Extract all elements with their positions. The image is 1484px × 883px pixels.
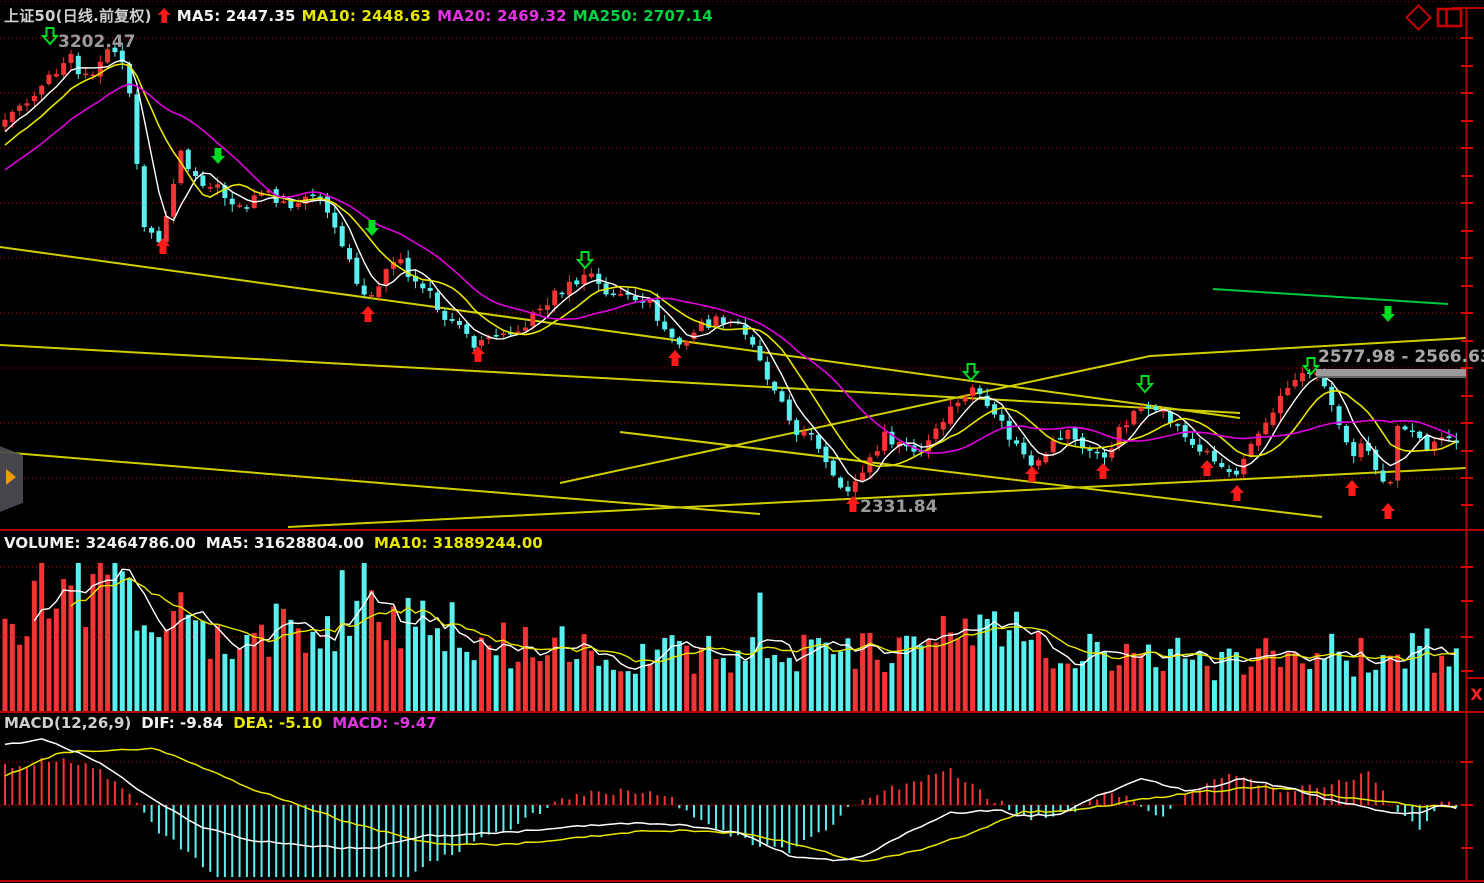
volume-ma5-value: MA5: 31628804.00 [205,534,365,552]
dea-value: DEA: -5.10 [233,714,323,732]
chart-header: 上证50(日线.前复权) MA5: 2447.35 MA10: 2448.63 MA2… [4,5,719,26]
peak-price-label: 3202.47 [58,32,136,52]
ma250-value: MA250: 2707.14 [572,7,713,25]
price-range-label: 2577.98 - 2566.63 [1318,347,1484,367]
diamond-icon[interactable] [1405,4,1432,31]
ma20-value: MA20: 2469.32 [437,7,567,25]
price-range-band-shadow [1316,376,1466,378]
titlebar-icons [1405,4,1464,31]
ma5-value: MA5: 2447.35 [176,7,296,25]
macd-params: MACD(12,26,9) [4,714,132,732]
volume-ma10-value: MA10: 31889244.00 [374,534,543,552]
panel-expand-handle[interactable] [0,446,23,512]
dif-value: DIF: -9.84 [141,714,224,732]
macd-header: MACD(12,26,9) DIF: -9.84 DEA: -5.10 MACD: -… [4,714,447,732]
trend-up-icon [157,8,171,23]
volume-header: VOLUME: 32464786.00 MA5: 31628804.00 MA10:… [4,534,553,552]
instrument-title: 上证50(日线.前复权) [4,7,152,25]
pane-close-button[interactable]: X [1470,685,1483,704]
macd-value: MACD: -9.47 [332,714,437,732]
ma10-value: MA10: 2448.63 [301,7,432,25]
trough-price-label: 2331.84 [860,497,938,517]
window-split-icon[interactable] [1436,6,1464,29]
price-range-band [1316,369,1466,376]
volume-value: VOLUME: 32464786.00 [4,534,196,552]
expand-arrow-icon [6,469,16,485]
